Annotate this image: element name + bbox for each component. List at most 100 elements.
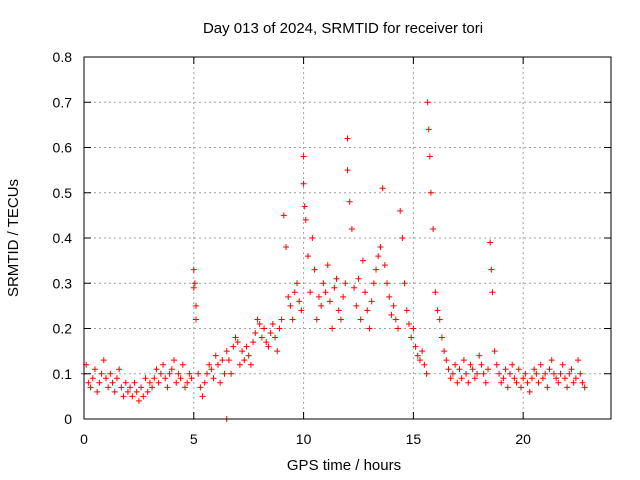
data-point — [454, 379, 461, 386]
data-point — [247, 361, 254, 368]
data-point — [559, 361, 566, 368]
y-tick-label: 0.2 — [53, 321, 73, 337]
data-point — [258, 334, 265, 341]
data-point — [460, 357, 467, 364]
data-point — [302, 216, 309, 223]
data-point — [195, 370, 202, 377]
data-point — [149, 384, 156, 391]
data-point — [120, 393, 127, 400]
data-point — [419, 348, 426, 355]
data-point — [353, 302, 360, 309]
data-point — [370, 280, 377, 287]
data-point — [190, 284, 197, 291]
data-point — [208, 366, 215, 373]
data-point — [267, 330, 274, 337]
data-point — [199, 393, 206, 400]
data-point — [177, 375, 184, 382]
data-point — [557, 370, 564, 377]
data-point — [241, 357, 248, 364]
data-point — [85, 379, 92, 386]
x-tick-label: 15 — [406, 431, 422, 447]
data-point — [498, 379, 505, 386]
data-point — [395, 325, 402, 332]
data-point — [381, 262, 388, 269]
data-point — [291, 289, 298, 296]
data-point — [513, 379, 520, 386]
y-tick-label: 0.6 — [53, 140, 73, 156]
data-point — [133, 388, 140, 395]
data-point — [487, 239, 494, 246]
data-point — [480, 370, 487, 377]
data-point — [575, 357, 582, 364]
data-point — [111, 388, 118, 395]
data-point — [140, 393, 147, 400]
data-point — [388, 311, 395, 318]
x-tick-label: 0 — [80, 431, 88, 447]
data-point — [425, 126, 432, 133]
data-point — [179, 361, 186, 368]
data-point — [223, 348, 230, 355]
data-point — [335, 307, 342, 314]
data-point — [458, 375, 465, 382]
data-point — [359, 257, 366, 264]
data-point — [572, 375, 579, 382]
data-point — [476, 352, 483, 359]
data-point — [561, 375, 568, 382]
data-point — [397, 207, 404, 214]
data-point — [94, 388, 101, 395]
data-point — [421, 361, 428, 368]
data-point — [188, 375, 195, 382]
x-tick-label: 5 — [190, 431, 198, 447]
data-point — [219, 357, 226, 364]
data-point — [438, 334, 445, 341]
data-point — [138, 384, 145, 391]
data-point — [544, 384, 551, 391]
data-point — [436, 316, 443, 323]
data-point — [201, 379, 208, 386]
data-point — [399, 235, 406, 241]
data-point — [427, 189, 434, 196]
data-point — [129, 393, 136, 400]
data-point — [424, 99, 431, 106]
data-point — [105, 384, 112, 391]
y-tick-label: 0 — [64, 411, 72, 427]
data-point — [272, 334, 279, 341]
data-point — [144, 388, 151, 395]
data-point — [463, 370, 470, 377]
data-point — [531, 366, 538, 373]
data-point — [502, 366, 509, 373]
data-point — [239, 348, 246, 355]
data-point — [379, 185, 386, 192]
data-point — [351, 284, 358, 291]
data-point — [432, 289, 439, 296]
data-point — [405, 320, 412, 327]
data-point — [482, 379, 489, 386]
data-point — [517, 384, 524, 391]
y-tick-label: 0.8 — [53, 49, 73, 65]
data-point — [153, 366, 160, 373]
data-point — [568, 366, 575, 373]
data-point — [416, 357, 423, 364]
data-point — [307, 289, 314, 296]
data-point — [348, 225, 355, 232]
data-point — [89, 375, 96, 382]
data-point — [546, 366, 553, 373]
data-point — [166, 370, 173, 377]
data-point — [228, 370, 235, 377]
data-point — [269, 320, 276, 327]
data-point — [278, 316, 285, 323]
data-point — [456, 366, 463, 373]
data-point — [182, 384, 189, 391]
data-point — [157, 370, 164, 377]
data-point — [285, 293, 292, 300]
x-tick-label: 10 — [296, 431, 312, 447]
data-point — [171, 357, 178, 364]
data-point — [173, 379, 180, 386]
data-point — [283, 244, 290, 251]
data-point — [287, 302, 294, 309]
data-point — [485, 366, 492, 373]
data-point — [522, 370, 529, 377]
data-point — [298, 307, 305, 314]
data-point — [113, 375, 120, 382]
